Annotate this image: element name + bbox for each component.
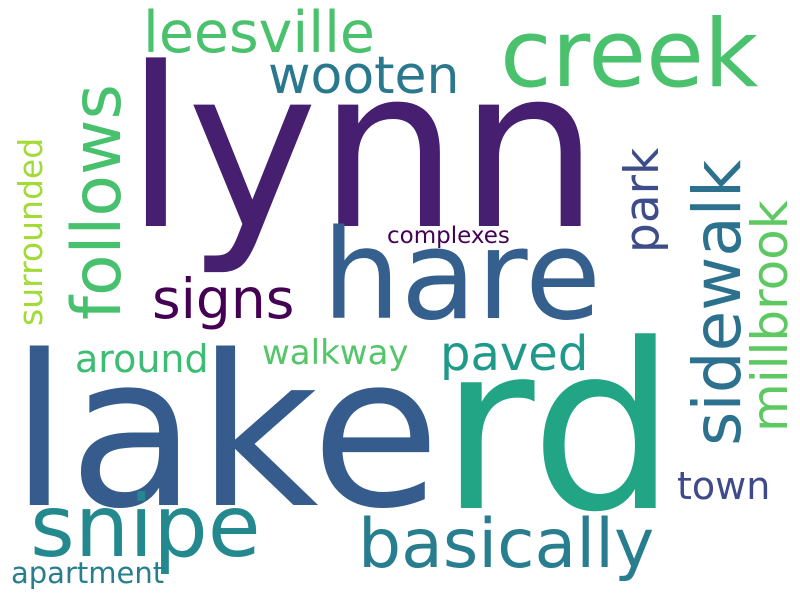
- word-leesville: leesville: [143, 0, 375, 66]
- word-hare: hare: [322, 204, 601, 348]
- word-around: around: [75, 337, 209, 381]
- word-complexes: complexes: [387, 223, 510, 249]
- word-town: town: [677, 464, 770, 508]
- word-lynn: lynn: [125, 21, 599, 279]
- word-lake: lake: [10, 310, 440, 555]
- word-creek: creek: [500, 0, 759, 109]
- word-park: park: [615, 147, 670, 253]
- word-paved: paved: [440, 326, 588, 382]
- word-rd: rd: [440, 296, 677, 563]
- word-walkway: walkway: [262, 333, 409, 373]
- word-follows: follows: [58, 84, 137, 320]
- word-basically: basically: [358, 505, 654, 584]
- word-apartment: apartment: [11, 556, 164, 590]
- word-wooten: wooten: [268, 46, 460, 106]
- word-snipe: snipe: [30, 477, 261, 577]
- word-sidewalk: sidewalk: [679, 159, 756, 446]
- word-millbrook: millbrook: [741, 200, 799, 432]
- word-surrounded: surrounded: [11, 138, 50, 326]
- word-signs: signs: [152, 267, 294, 331]
